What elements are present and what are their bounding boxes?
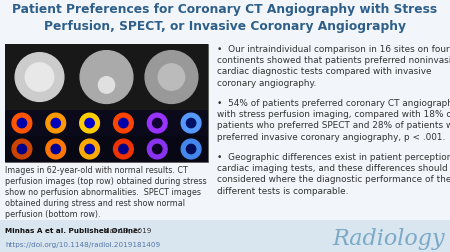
Text: Patient Preferences for Coronary CT Angiography with Stress
Perfusion, SPECT, or: Patient Preferences for Coronary CT Angi… (13, 3, 437, 32)
Circle shape (153, 119, 162, 128)
Bar (5, 137, 208, 162)
Circle shape (51, 119, 60, 128)
Circle shape (158, 65, 184, 91)
Circle shape (148, 140, 167, 159)
Circle shape (12, 140, 32, 159)
Circle shape (148, 114, 167, 133)
Text: Images in 62-year-old with normal results. CT
perfusion images (top row) obtaine: Images in 62-year-old with normal result… (5, 165, 207, 218)
Text: •  Geographic differences exist in patient perception of
cardiac imaging tests, : • Geographic differences exist in patien… (217, 152, 450, 195)
Circle shape (80, 51, 133, 104)
Circle shape (17, 119, 27, 128)
Circle shape (25, 64, 54, 92)
Circle shape (46, 114, 66, 133)
Bar (5, 111, 208, 137)
Circle shape (186, 145, 196, 154)
Circle shape (181, 140, 201, 159)
Text: •  54% of patients preferred coronary CT angiography
with stress perfusion imagi: • 54% of patients preferred coronary CT … (217, 99, 450, 141)
Bar (0, 220, 450, 252)
Text: https://doi.org/10.1148/radiol.2019181409: https://doi.org/10.1148/radiol.201918140… (5, 241, 160, 247)
Circle shape (80, 114, 99, 133)
Circle shape (15, 53, 64, 102)
Circle shape (186, 119, 196, 128)
Circle shape (153, 145, 162, 154)
Circle shape (12, 114, 32, 133)
Circle shape (119, 145, 128, 154)
Ellipse shape (99, 77, 115, 94)
Circle shape (17, 145, 27, 154)
Circle shape (113, 114, 133, 133)
Bar (5, 45, 208, 111)
Bar (5, 45, 208, 162)
Circle shape (119, 119, 128, 128)
Circle shape (113, 140, 133, 159)
Circle shape (145, 51, 198, 104)
Circle shape (46, 140, 66, 159)
Circle shape (85, 119, 94, 128)
Text: Minhas A et al. Published Online:: Minhas A et al. Published Online: (5, 227, 141, 233)
Text: •  Our intraindividual comparison in 16 sites on four
continents showed that pat: • Our intraindividual comparison in 16 s… (217, 45, 450, 87)
Circle shape (80, 140, 99, 159)
Text: Mar 19, 2019: Mar 19, 2019 (101, 227, 151, 233)
Text: Radiology: Radiology (333, 227, 445, 249)
Circle shape (181, 114, 201, 133)
Circle shape (51, 145, 60, 154)
Circle shape (85, 145, 94, 154)
